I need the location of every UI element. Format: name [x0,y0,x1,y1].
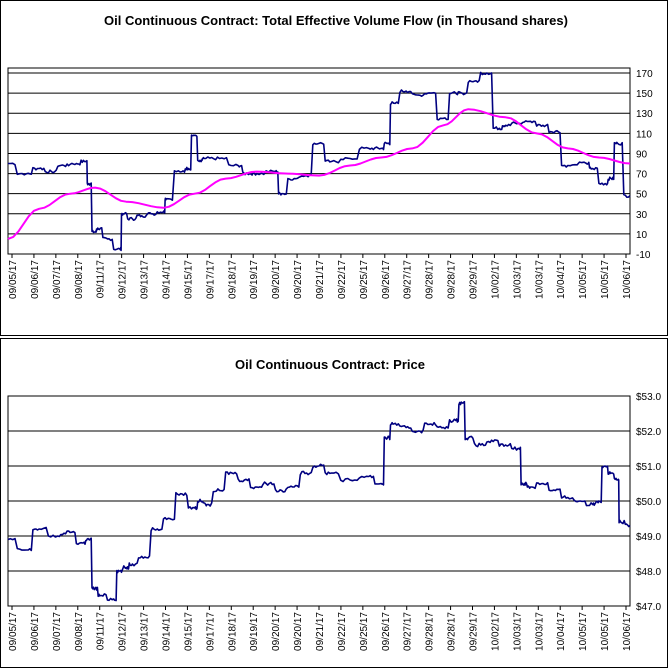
volume-gridlines [8,72,630,255]
x-tick-label: 09/22/17 [337,260,348,299]
x-tick-label: 09/11/17 [96,260,107,299]
y-tick-label: $53.0 [636,392,661,403]
x-tick-label: 09/25/17 [359,612,370,651]
x-tick-label: 10/04/17 [556,612,567,651]
x-tick-label: 09/05/17 [8,612,19,651]
y-tick-label: $50.0 [636,497,661,508]
x-tick-label: 09/08/17 [74,260,85,299]
x-tick-label: 09/21/17 [315,612,326,651]
price-chart-frame [0,338,668,668]
x-tick-label: 09/20/17 [293,612,304,651]
x-tick-label: 10/02/17 [490,612,501,651]
y-tick-label: $51.0 [636,462,661,473]
x-tick-label: 09/15/17 [183,612,194,651]
x-tick-label: 09/19/17 [249,612,260,651]
y-tick-label: 130 [636,109,653,120]
y-tick-label: 110 [636,129,652,140]
x-tick-label: 09/22/17 [337,612,348,651]
y-tick-label: $52.0 [636,427,661,438]
x-tick-label: 09/12/17 [118,612,129,651]
volume-y-tick-labels: 170 150 130 110 90 70 50 30 10 -10 [636,69,653,261]
x-tick-label: 10/03/17 [512,260,523,299]
x-tick-label: 09/08/17 [74,612,85,651]
x-tick-label: 10/03/17 [512,612,523,651]
x-tick-label: 09/20/17 [271,260,282,299]
series-line-moving-average [7,108,631,240]
y-tick-label: $47.0 [636,602,661,613]
x-tick-label: 09/18/17 [227,612,238,651]
x-tick-label: 09/17/17 [205,612,216,651]
x-tick-label: 09/07/17 [52,612,63,651]
x-tick-label: 09/27/17 [403,260,414,299]
x-tick-label: 09/29/17 [469,612,480,651]
y-tick-label: -10 [636,250,651,261]
x-tick-label: 10/05/17 [578,612,589,651]
x-tick-label: 10/04/17 [556,260,567,299]
x-tick-label: 09/28/17 [447,260,458,299]
x-tick-label: 10/05/17 [600,260,611,299]
x-tick-label: 10/03/17 [534,260,545,299]
x-tick-label: 09/13/17 [140,612,151,651]
x-tick-label: 10/03/17 [534,612,545,651]
x-tick-label: 09/21/17 [315,260,326,299]
x-tick-label: 10/05/17 [578,260,589,299]
y-tick-label: $49.0 [636,532,661,543]
x-tick-label: 09/20/17 [271,612,282,651]
x-tick-label: 09/28/17 [447,612,458,651]
y-tick-label: 170 [636,69,653,80]
x-tick-label: 10/06/17 [622,612,633,651]
price-x-tick-labels: 09/05/17 09/06/17 09/07/17 09/08/17 09/11/17… [8,606,633,651]
series-line-primary [8,71,631,252]
x-tick-label: 09/06/17 [30,260,41,299]
y-tick-label: 150 [636,89,653,100]
x-tick-label: 09/20/17 [293,260,304,299]
x-tick-label: 10/05/17 [600,612,611,651]
x-tick-label: 10/06/17 [622,260,633,299]
volume-chart-title: Oil Continuous Contract: Total Effective… [104,13,568,28]
x-tick-label: 09/28/17 [425,612,436,651]
x-tick-label: 09/15/17 [183,260,194,299]
x-tick-label: 09/17/17 [205,260,216,299]
x-tick-label: 09/18/17 [227,260,238,299]
x-tick-label: 10/02/17 [490,260,501,299]
x-tick-label: 09/19/17 [249,260,260,299]
y-tick-label: $48.0 [636,567,661,578]
y-tick-label: 50 [636,190,648,201]
volume-x-tick-labels: 09/05/17 09/06/17 09/07/17 09/08/17 09/11/17… [8,254,633,299]
price-y-tick-labels: $53.0 $52.0 $51.0 $50.0 $49.0 $48.0 $47.0 [636,392,661,613]
y-tick-label: 10 [636,230,648,241]
volume-chart-frame [0,0,668,336]
x-tick-label: 09/29/17 [469,260,480,299]
x-tick-label: 09/27/17 [403,612,414,651]
price-chart-title: Oil Continuous Contract: Price [235,357,425,372]
x-tick-label: 09/28/17 [425,260,436,299]
series-line-primary [7,400,631,602]
x-tick-label: 09/07/17 [52,260,63,299]
x-tick-label: 09/14/17 [162,260,173,299]
x-tick-label: 09/14/17 [162,612,173,651]
x-tick-label: 09/26/17 [381,260,392,299]
y-tick-label: 70 [636,170,648,181]
x-tick-label: 09/26/17 [381,612,392,651]
x-tick-label: 09/12/17 [118,260,129,299]
x-tick-label: 09/06/17 [30,612,41,651]
price-series-lines [7,400,631,602]
x-tick-label: 09/13/17 [140,260,151,299]
x-tick-label: 09/11/17 [96,612,107,651]
y-tick-label: 90 [636,149,648,160]
x-tick-label: 09/05/17 [8,260,19,299]
volume-series-lines [7,71,631,252]
y-tick-label: 30 [636,210,648,221]
x-tick-label: 09/25/17 [359,260,370,299]
